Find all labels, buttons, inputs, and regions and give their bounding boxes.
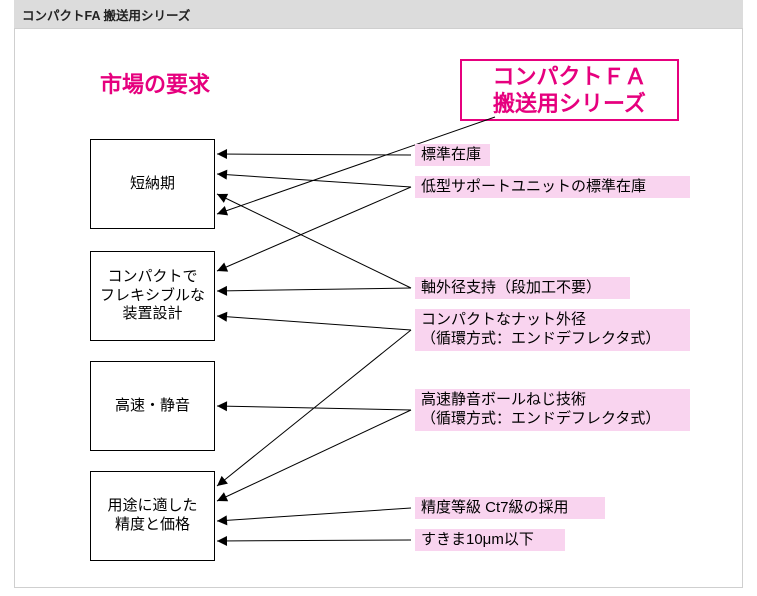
feature-f1: 標準在庫 xyxy=(415,144,490,166)
header-bar: コンパクトFA 搬送用シリーズ xyxy=(14,0,743,28)
header-title: コンパクトFA 搬送用シリーズ xyxy=(22,5,190,24)
market-demand-title: 市場の要求 xyxy=(100,67,210,99)
feature-f2: 低型サポートユニットの標準在庫 xyxy=(415,176,690,198)
demand-box-b1: 短納期 xyxy=(90,139,215,229)
feature-f5: 高速静音ボールねじ技術 （循環方式：エンドデフレクタ式） xyxy=(415,389,690,431)
diagram-canvas: 市場の要求 コンパクトＦＡ 搬送用シリーズ 短納期コンパクトで フレキシブルな … xyxy=(14,28,743,588)
demand-box-b3: 高速・静音 xyxy=(90,361,215,451)
feature-f4: コンパクトなナット外径 （循環方式：エンドデフレクタ式） xyxy=(415,309,690,351)
feature-f7: すきま10μm以下 xyxy=(415,529,565,551)
demand-box-b2: コンパクトで フレキシブルな 装置設計 xyxy=(90,251,215,341)
demand-box-b4: 用途に適した 精度と価格 xyxy=(90,471,215,561)
feature-f3: 軸外径支持（段加工不要） xyxy=(415,277,630,299)
feature-f6: 精度等級 Ct7級の採用 xyxy=(415,497,605,519)
product-series-title-box: コンパクトＦＡ 搬送用シリーズ xyxy=(460,59,679,121)
